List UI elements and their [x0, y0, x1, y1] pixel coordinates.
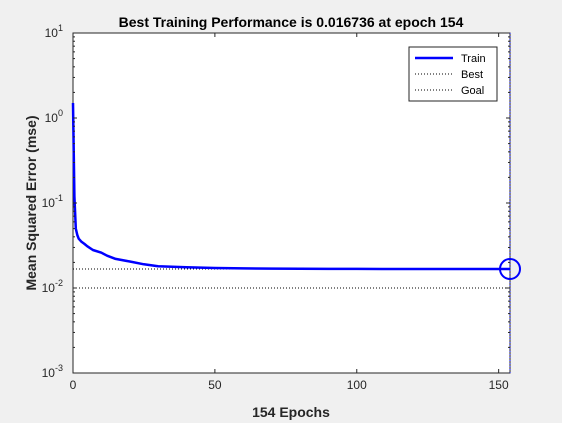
- legend-label-goal: Goal: [461, 85, 484, 97]
- y-tick-label: 10-1: [42, 193, 63, 210]
- best-marker: [499, 257, 521, 280]
- y-tick-label: 10-3: [42, 363, 63, 380]
- y-tick-label: 100: [45, 108, 63, 125]
- x-tick-label: 50: [208, 378, 222, 392]
- legend-label-train: Train: [461, 53, 486, 65]
- x-tick-label: 150: [489, 378, 509, 392]
- x-tick-label: 100: [347, 378, 367, 392]
- best-line-layer: [73, 33, 511, 373]
- x-axis-label: 154 Epochs: [252, 404, 330, 420]
- x-tick-label: 0: [70, 378, 77, 392]
- series-line-train: [71, 102, 510, 271]
- legend: Train Best Goal: [408, 46, 498, 102]
- tick-layer: 0 50 100 150 10-3 10-2 10-1 100 101: [42, 23, 510, 392]
- y-tick-label: 101: [45, 23, 63, 40]
- chart-title: Best Training Performance is 0.016736 at…: [119, 14, 464, 30]
- y-axis-label: Mean Squared Error (mse): [23, 115, 39, 290]
- legend-box: [408, 46, 498, 102]
- series-layer: [71, 102, 521, 280]
- y-tick-label: 10-2: [42, 278, 63, 295]
- legend-label-best: Best: [461, 69, 483, 81]
